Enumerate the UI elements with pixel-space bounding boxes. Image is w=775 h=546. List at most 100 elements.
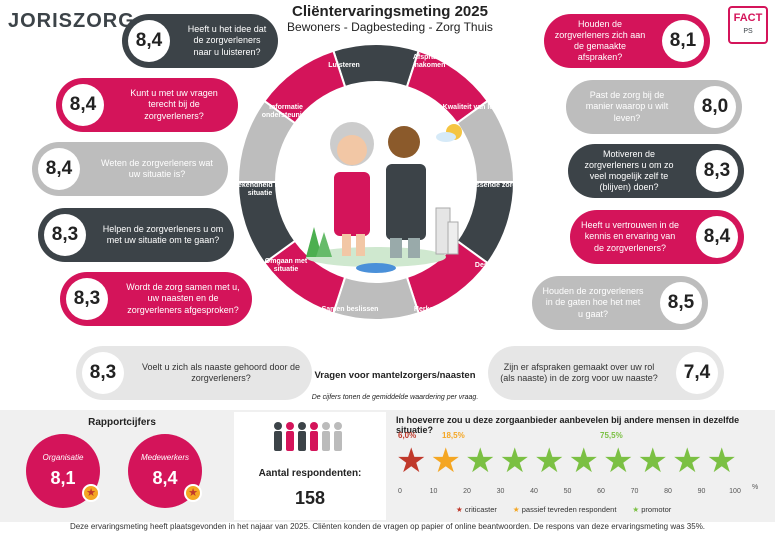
question-text: Past de zorg bij de manier waarop u wilt… (585, 90, 669, 123)
nps-tick-label: 10 (429, 488, 438, 495)
score: 8,0 (694, 86, 736, 128)
nps-tick-label: 30 (496, 488, 505, 495)
nps-star: ★ (672, 442, 703, 480)
question-text: Weten de zorgverleners wat uw situatie i… (101, 157, 213, 179)
donut-label-omgaan: Omgaan met situatie (264, 258, 308, 274)
caregiver-note: De cijfers tonen de gemiddelde waarderin… (311, 394, 479, 401)
donut-label-kwaliteit: Kwaliteit van leven (442, 104, 506, 111)
legend-promoter: ★ promotor (632, 505, 672, 514)
score: 8,3 (696, 150, 738, 192)
question-omgaan: 8,3 Helpen de zorgverleners u om met uw … (38, 208, 234, 262)
nps-axis: 0 10 20 30 40 50 60 70 80 90 100 (398, 488, 748, 500)
question-luisteren: 8,4 Heeft u het idee dat de zorgverlener… (122, 14, 278, 68)
logo: JORISZORG (8, 10, 135, 33)
nps-legend: ★ criticaster ★ passief tevreden respond… (456, 505, 756, 514)
respondents-label: Aantal respondenten: (258, 468, 362, 479)
nps-star: ★ (396, 442, 427, 480)
question-text: Houden de zorgverleners in de gaten hoe … (542, 286, 644, 319)
question-samen: 8,3 Wordt de zorg samen met u, uw naaste… (60, 272, 252, 326)
nps-question: In hoeverre zou u deze zorgaanbieder aan… (396, 415, 740, 435)
nps-tick-label: 60 (597, 488, 605, 495)
people-icon (274, 422, 342, 451)
nps-promoter-pct: 75,5% (600, 431, 623, 440)
score: 8,3 (66, 278, 108, 320)
question-text: Heeft u vertrouwen in de kennis en ervar… (580, 220, 680, 253)
nps-unit: % (752, 484, 759, 491)
score: 8,4 (128, 20, 170, 62)
nps-star: ★ (465, 442, 496, 480)
emp-score: 8,4 (152, 468, 178, 488)
question-text: Zijn er afspraken gemaakt over uw rol (a… (500, 361, 658, 383)
donut-label-bekendheid: Bekendheid met situatie (232, 182, 288, 198)
donut-label-herkennen: Herkennen veranderingen (407, 306, 457, 322)
caregiver-question-1: 8,3 Voelt u zich als naaste gehoord door… (76, 346, 312, 400)
question-text: Helpen de zorgverleners u om met uw situ… (102, 223, 224, 245)
elderly-couple-illustration (280, 86, 472, 278)
nps-star: ★ (534, 442, 565, 480)
respondents-box: Aantal respondenten: 158 (234, 412, 386, 520)
question-text: Heeft u het idee dat de zorgverleners na… (187, 24, 267, 57)
nps-star: ★ (706, 442, 737, 480)
legend-passive-label: passief tevreden respondent (521, 505, 617, 514)
question-text: Motiveren de zorgverleners u om zo veel … (584, 148, 674, 193)
nps-tick-label: 100 (729, 488, 741, 495)
caregiver-question-2: Zijn er afspraken gemaakt over uw rol (a… (488, 346, 724, 400)
donut-label-samen: Samen beslissen (321, 306, 379, 313)
score: 8,3 (44, 214, 86, 256)
question-text: Voelt u zich als naaste gehoord door de … (141, 361, 301, 383)
score: 8,4 (38, 148, 80, 190)
score: 8,4 (696, 216, 738, 258)
medal-icon: ★ (82, 484, 100, 502)
nps-star: ★ (430, 442, 461, 480)
nps-star: ★ (603, 442, 634, 480)
org-score: 8,1 (50, 468, 76, 488)
question-text: Kunt u met uw vragen terecht bij de zorg… (130, 88, 218, 121)
caregiver-title: Vragen voor mantelzorgers/naasten (314, 370, 476, 381)
org-label: Organisatie (42, 453, 84, 462)
question-herkennen: Houden de zorgverleners in de gaten hoe … (532, 276, 708, 330)
nps-critic-pct: 6,0% (398, 431, 417, 440)
medal-icon: ★ (184, 484, 202, 502)
respondents-count: 158 (294, 488, 326, 508)
donut-label-passende: Passende zorg (467, 182, 517, 189)
emp-label: Medewerkers (140, 453, 189, 462)
donut-label-deskundigheid: Deskundigheid (474, 262, 526, 269)
footer-note: Deze ervaringsmeting heeft plaatsgevonde… (69, 522, 706, 531)
donut-label-afspraken: Afspraken nakomen (412, 54, 448, 70)
donut-label-luisteren: Luisteren (328, 62, 360, 69)
report-title: Rapportcijfers (88, 417, 156, 428)
score: 8,4 (62, 84, 104, 126)
donut-label-informatie: Informatie ondersteuning (261, 104, 311, 120)
question-text: Wordt de zorg samen met u, uw naasten en… (126, 282, 240, 315)
nps-star: ★ (499, 442, 530, 480)
nps-tick-label: 0 (398, 488, 402, 495)
question-passende: Motiveren de zorgverleners u om zo veel … (568, 144, 744, 198)
legend-passive: ★ passief tevreden respondent (512, 505, 617, 514)
score: 8,5 (660, 282, 702, 324)
nps-passive-pct: 18,5% (442, 431, 465, 440)
question-informatie: 8,4 Kunt u met uw vragen terecht bij de … (56, 78, 238, 132)
question-text: Houden de zorgverleners zich aan de gema… (554, 18, 646, 63)
legend-promoter-label: promotor (641, 505, 672, 514)
nps-tick-label: 40 (530, 488, 538, 495)
legend-critic: ★ criticaster (456, 505, 497, 514)
emp-score-circle: Medewerkers 8,4 (128, 434, 202, 508)
donut-segment (262, 49, 347, 125)
question-bekendheid: 8,4 Weten de zorgverleners wat uw situat… (32, 142, 228, 196)
fact-badge: FACT PS (728, 6, 768, 44)
fact-badge-letters: FACT (733, 12, 763, 24)
nps-tick-label: 50 (563, 488, 572, 495)
nps-tick-label: 70 (630, 488, 639, 495)
score: 8,1 (662, 20, 704, 62)
question-kwaliteit: Past de zorg bij de manier waarop u wilt… (566, 80, 742, 134)
score: 8,3 (82, 352, 124, 394)
nps-star: ★ (568, 442, 599, 480)
page-subtitle: Bewoners - Dagbesteding - Zorg Thuis (287, 20, 493, 34)
legend-critic-label: criticaster (464, 505, 497, 514)
nps-tick-label: 80 (664, 488, 672, 495)
fact-badge-sub: PS (743, 28, 753, 35)
logo-text: JORISZORG (8, 10, 135, 32)
org-score-circle: Organisatie 8,1 (26, 434, 100, 508)
nps-star: ★ (637, 442, 668, 480)
